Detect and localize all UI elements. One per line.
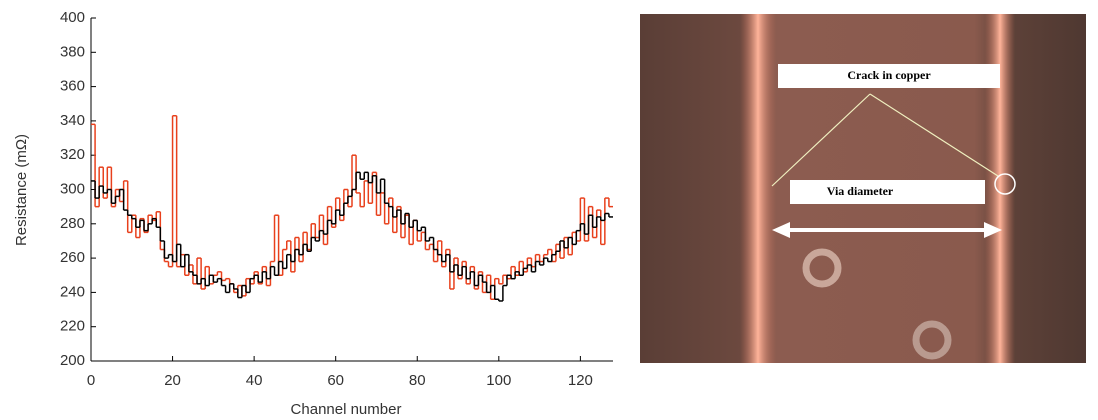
arrow-head bbox=[772, 222, 790, 238]
y-tick-label: 380 bbox=[60, 43, 85, 60]
x-tick-label: 80 bbox=[409, 372, 426, 389]
annotation: Crack in copper bbox=[847, 68, 931, 82]
annotation: Via diameter bbox=[827, 184, 894, 198]
x-tick-label: 20 bbox=[164, 372, 181, 389]
x-tick-label: 0 bbox=[87, 372, 95, 389]
y-tick-label: 400 bbox=[60, 9, 85, 26]
y-tick-label: 360 bbox=[60, 78, 85, 95]
y-tick-label: 320 bbox=[60, 146, 85, 163]
pointer bbox=[771, 93, 871, 187]
y-tick-label: 280 bbox=[60, 215, 85, 232]
label-box bbox=[790, 180, 985, 204]
crack-marker bbox=[994, 173, 1016, 195]
x-tick-label: 40 bbox=[246, 372, 263, 389]
y-axis-title: Resistance (mΩ) bbox=[13, 134, 30, 246]
y-tick-label: 260 bbox=[60, 249, 85, 266]
x-tick-label: 100 bbox=[486, 372, 511, 389]
pointer bbox=[869, 93, 999, 177]
x-tick-label: 120 bbox=[568, 372, 593, 389]
x-axis-title: Channel number bbox=[291, 401, 402, 418]
ring bbox=[802, 248, 842, 288]
y-tick-label: 220 bbox=[60, 318, 85, 335]
label-box bbox=[778, 64, 1000, 88]
y-tick-label: 340 bbox=[60, 112, 85, 129]
arrow-head bbox=[984, 222, 1002, 238]
photo: Crack in copper Via diameter bbox=[640, 14, 1086, 363]
copper-wall bbox=[740, 14, 776, 363]
x-tick-label: 60 bbox=[327, 372, 344, 389]
y-tick-label: 300 bbox=[60, 180, 85, 197]
y-tick-label: 200 bbox=[60, 352, 85, 369]
y-tick-label: 240 bbox=[60, 283, 85, 300]
chart: Resistance (mΩ) Channel number 200220240… bbox=[13, 9, 613, 418]
ring bbox=[912, 320, 952, 360]
